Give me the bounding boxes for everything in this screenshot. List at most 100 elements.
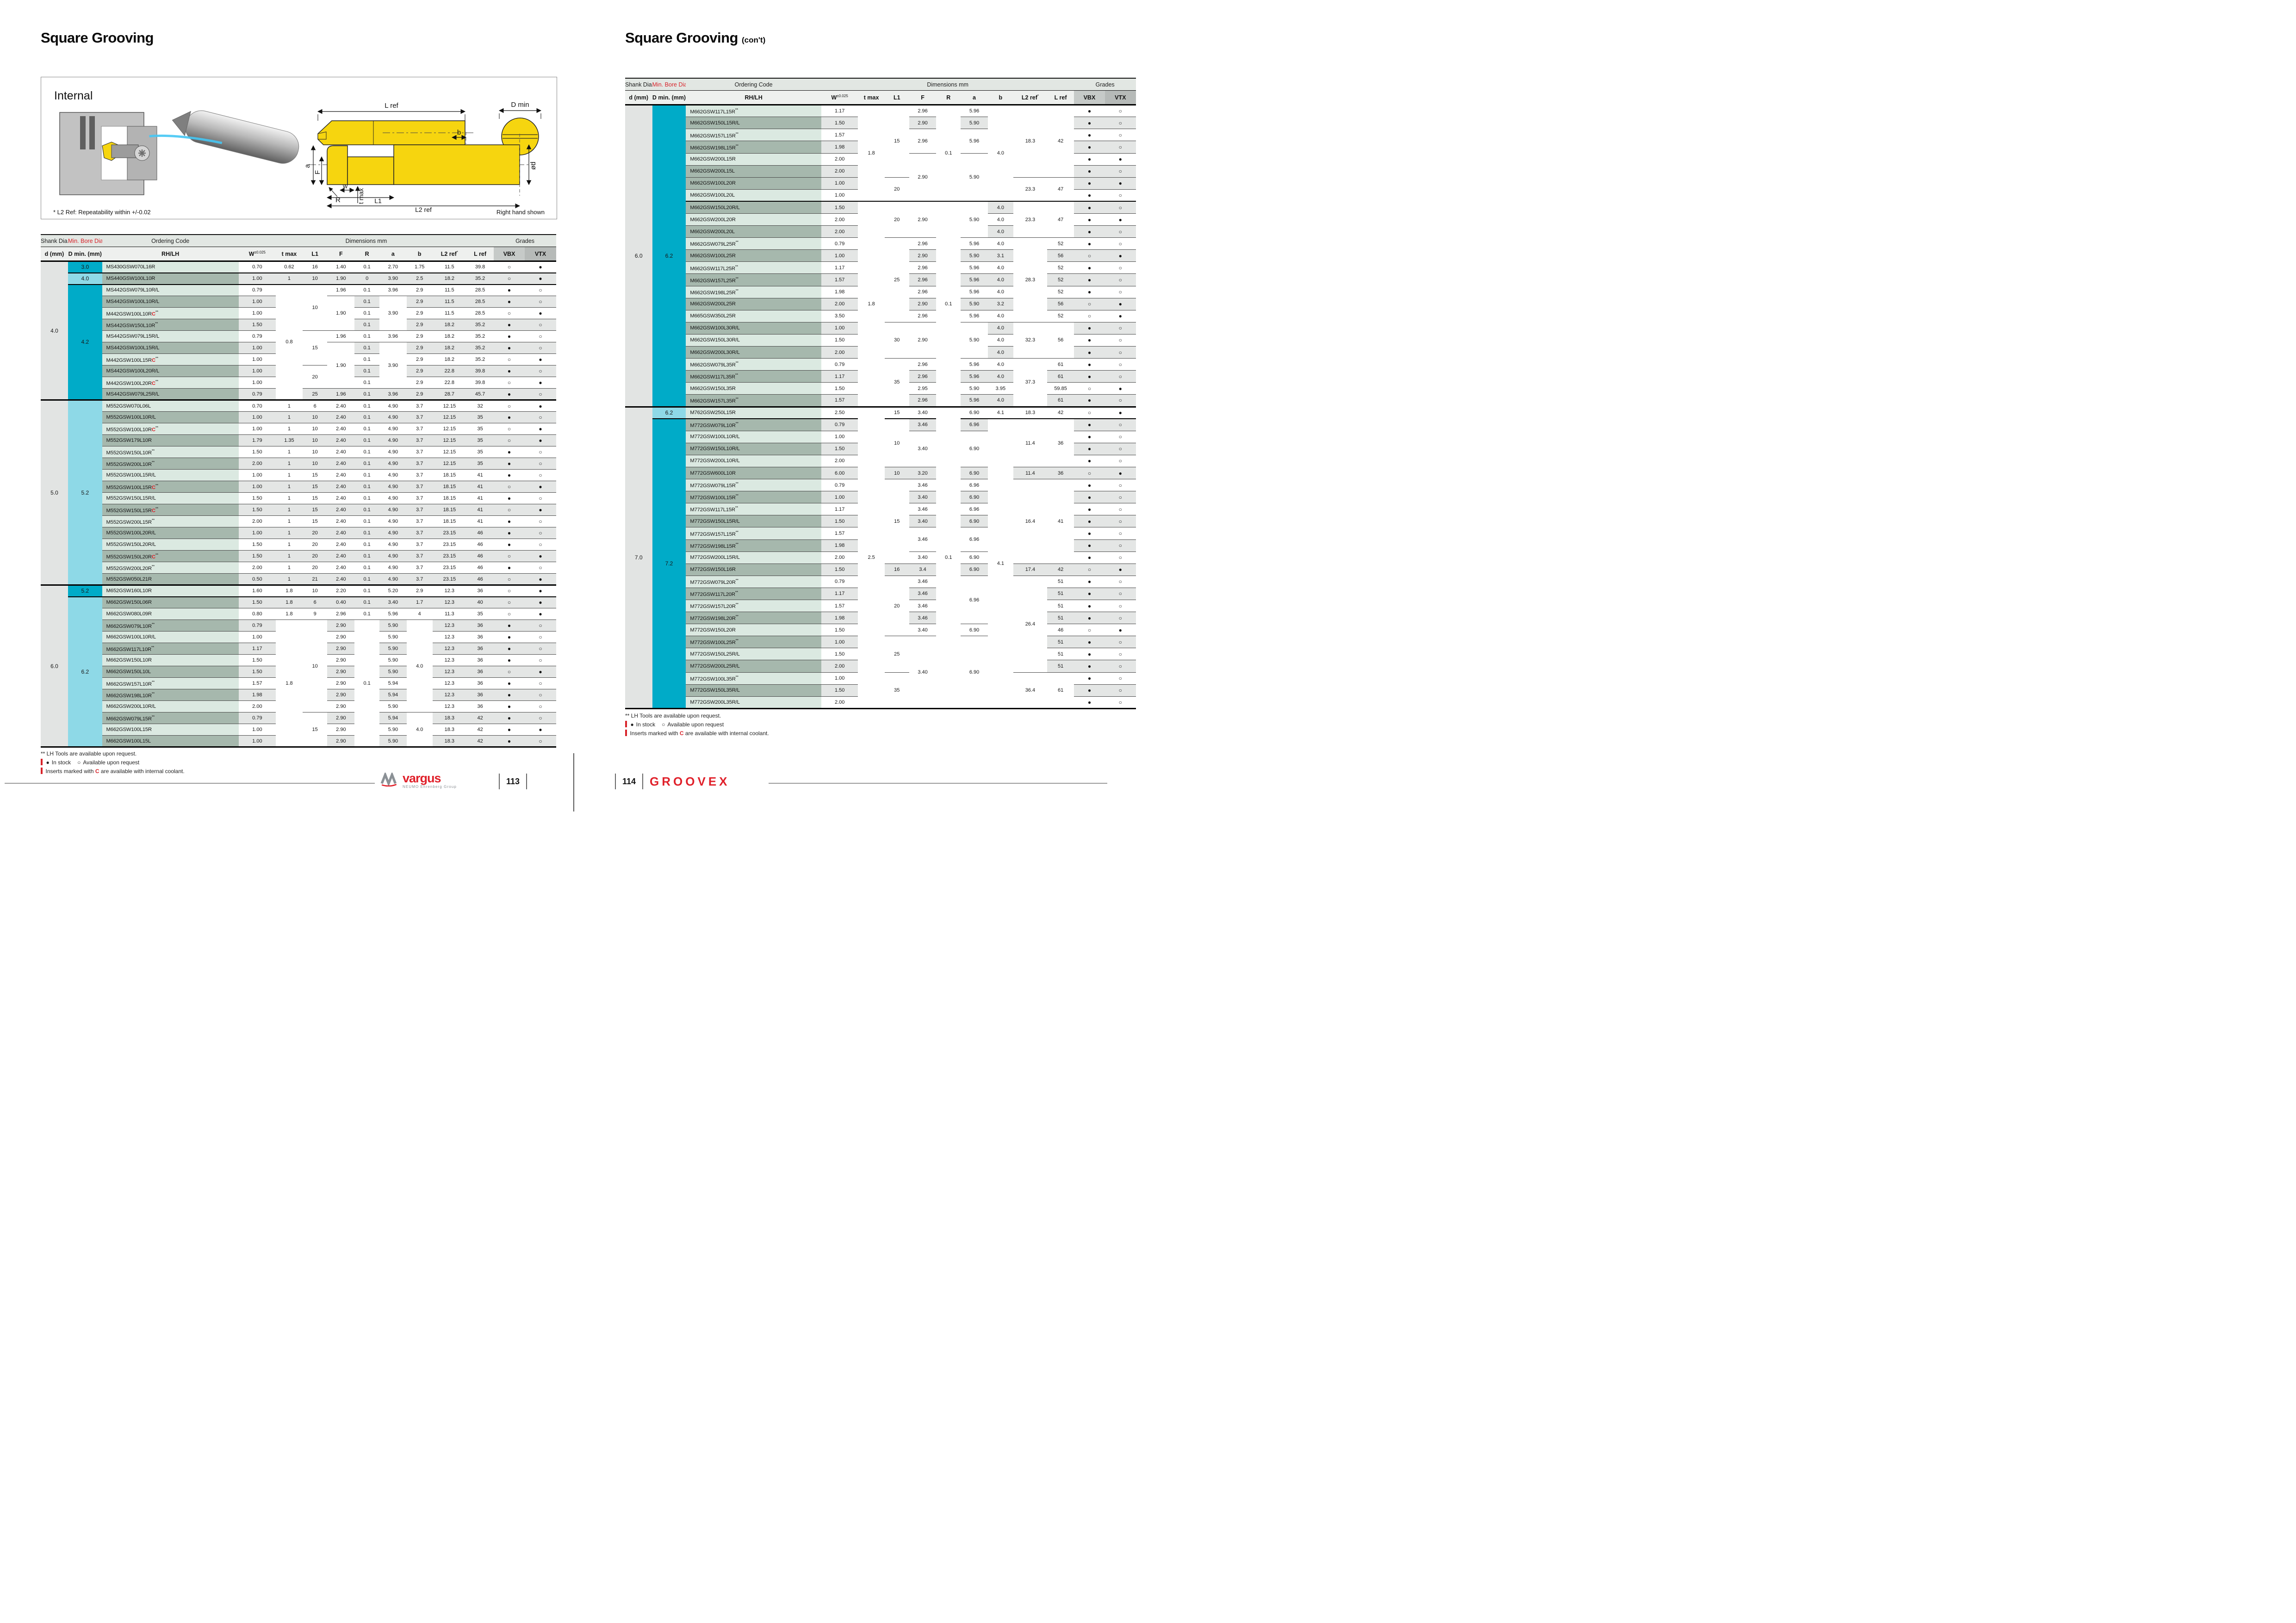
dim-r-cell: 0.1 (354, 342, 379, 354)
coolant-c-mark: C (95, 768, 99, 775)
dim-l2ref-cell: 12.3 (432, 596, 467, 609)
dim-lref-cell: 56 (1047, 298, 1074, 310)
dim-a-cell: 3.90 (379, 342, 407, 389)
dim-lref-cell: 42 (466, 724, 494, 736)
dim-w-cell: 1.50 (238, 504, 276, 516)
grade-vbx-cell: ● (1074, 696, 1105, 709)
dim-lref-cell: 41 (466, 492, 494, 505)
column-header: VBX (494, 247, 525, 262)
dim-l2ref-cell: 18.15 (432, 469, 467, 482)
footnote-coolant: Inserts marked with C are available with… (625, 729, 1042, 738)
grade-vbx-cell: ● (1074, 648, 1105, 661)
table-row: M552GSW100L10RC** 1.00 1 10 2.40 0.1 4.90 3.7 12… (41, 423, 556, 435)
dim-l2ref-cell: 12.3 (432, 619, 467, 632)
footer-divider (499, 774, 500, 789)
dim-b-cell: 1.7 (406, 596, 433, 609)
table-row: M662GSW198L25R** 1.98 2.96 5.96 4.0 52 ● ○ (625, 286, 1136, 298)
dim-r-cell: 0.1 (354, 539, 379, 551)
dim-lref-cell: 51 (1047, 612, 1074, 625)
dim-a-cell: 5.90 (379, 666, 407, 678)
dim-a-cell: 5.96 (379, 608, 407, 620)
grade-vtx-cell: ○ (1105, 286, 1136, 298)
footnote-text: are available with internal coolant. (100, 768, 185, 775)
column-header: F (909, 90, 937, 106)
dim-a-cell: 4.90 (379, 562, 407, 574)
grade-vbx-cell: ○ (1074, 467, 1105, 480)
dim-b-cell: 2.9 (406, 365, 433, 378)
dim-w-cell: 0.79 (238, 284, 276, 297)
red-bar-icon (625, 730, 627, 737)
dim-a-cell: 5.96 (961, 358, 988, 371)
ordering-code-cell: M772GSW100L25R** (686, 636, 821, 649)
tool-profile-view: b a F R w t max L1 L2 ref ød (304, 129, 537, 213)
dim-lref-cell: 41 (1047, 479, 1074, 564)
dim-f-cell: 3.46 (909, 588, 937, 601)
grade-vbx-cell: ● (494, 700, 525, 713)
dim-tmax-cell: 1.8 (275, 584, 303, 597)
grade-vtx-cell: ○ (1105, 129, 1136, 142)
grade-vtx-cell: ● (1105, 213, 1136, 226)
page-title-text: Square Grooving (625, 30, 738, 46)
dim-w-cell: 6.00 (821, 467, 858, 480)
dim-l2ref-cell: 12.15 (432, 434, 467, 447)
grade-vtx-cell: ○ (1105, 322, 1136, 335)
grade-vbx-cell: ● (1074, 684, 1105, 697)
dim-lref-cell: 52 (1047, 237, 1074, 250)
ordering-code-cell: M662GSW100L20R (686, 177, 821, 190)
dim-w-cell: 0.79 (821, 358, 858, 371)
column-header: R (936, 90, 961, 106)
ordering-code-cell: M662GSW117L15R** (686, 105, 821, 118)
grade-vtx-cell: ○ (524, 689, 556, 701)
dim-l1-cell: 10 (302, 584, 328, 597)
dim-a-cell: 5.20 (379, 584, 407, 597)
dim-r-cell: 0.1 (354, 388, 379, 401)
column-header: L1 (302, 247, 328, 262)
ordering-code-cell: M772GSW079L15R** (686, 479, 821, 492)
dim-lref-cell: 46 (1047, 624, 1074, 637)
ordering-code-cell: M772GSW200L10R/L (686, 455, 821, 467)
ordering-code-cell: MS430GSW070L16R (102, 261, 239, 273)
dim-f-cell: 2.96 (909, 261, 937, 274)
dim-f-cell: 2.90 (909, 249, 937, 262)
column-header: d (mm) (625, 90, 652, 106)
grade-vtx-cell: ○ (1105, 576, 1136, 588)
grade-vtx-cell: ● (1105, 624, 1136, 637)
dim-b-cell: 4.0 (987, 286, 1013, 298)
dim-f-cell: 2.40 (327, 539, 355, 551)
dim-w-cell: 0.79 (238, 388, 276, 401)
grade-vbx-cell: ● (1074, 503, 1105, 516)
column-header: t max (858, 90, 885, 106)
dim-w-cell: 1.00 (238, 423, 276, 435)
dim-w-cell: 0.79 (238, 330, 276, 343)
table-row: M662GSW200L25R 2.00 2.90 5.90 3.2 56 ○ ● (625, 298, 1136, 310)
grade-vtx-cell: ○ (524, 643, 556, 655)
grade-vtx-cell: ○ (1105, 370, 1136, 383)
table-row: M772GSW150L35R/L 1.50 ● ○ (625, 684, 1136, 697)
dim-b-cell: 2.9 (406, 353, 433, 366)
ordering-code-cell: M662GSW150L20R/L (686, 201, 821, 214)
dim-l2ref-cell: 18.15 (432, 515, 467, 528)
bore-dia-cell: 7.2 (652, 418, 686, 709)
coolant-beam (149, 134, 223, 144)
grade-vtx-cell: ● (524, 434, 556, 447)
ordering-code-cell: M662GSW150L30R/L (686, 334, 821, 347)
dim-b-cell: 4.0 (987, 213, 1013, 226)
dim-a-cell: 5.96 (961, 129, 988, 154)
dim-l1-cell: 6 (302, 596, 328, 609)
ordering-code-cell: M772GSW150L25R/L (686, 648, 821, 661)
dim-b-cell: 4.0 (987, 310, 1013, 322)
ordering-code-cell: M772GSW079L10R** (686, 418, 821, 431)
grade-vbx-cell: ○ (494, 596, 525, 609)
table-row: M772GSW150L10R/L 1.50 ● ○ (625, 443, 1136, 455)
dim-a-cell: 6.90 (961, 624, 988, 637)
ordering-code-cell: M552GSW050L21R (102, 573, 239, 586)
dim-w-cell: 1.50 (821, 334, 858, 347)
dim-l2ref-cell: 11.3 (432, 608, 467, 620)
dim-tmax-cell: 0.8 (275, 284, 303, 401)
footnotes: ** LH Tools are available upon request. … (625, 712, 1042, 738)
ordering-code-cell: M552GSW200L15R** (102, 515, 239, 528)
grade-vtx-cell: ○ (1105, 105, 1136, 118)
ordering-code-cell: M662GSW157L10R** (102, 677, 239, 690)
dim-r-cell: 0.1 (354, 365, 379, 378)
dim-b-cell: 4.0 (987, 261, 1013, 274)
